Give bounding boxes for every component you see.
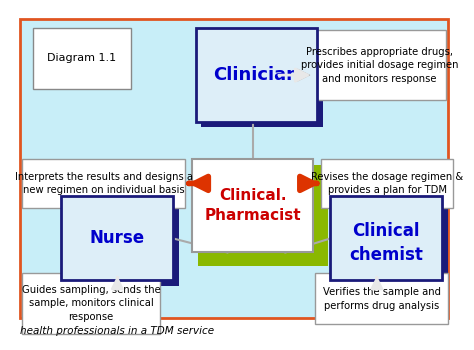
Text: health professionals in a TDM service: health professionals in a TDM service <box>20 326 214 336</box>
Text: Clinical.
Pharmacist: Clinical. Pharmacist <box>204 188 301 223</box>
Bar <box>22 159 185 208</box>
Bar <box>315 273 448 324</box>
Text: Diagram 1.1: Diagram 1.1 <box>47 53 117 63</box>
Bar <box>196 28 317 122</box>
Bar <box>330 196 442 280</box>
Bar <box>313 30 446 100</box>
Text: Verifies the sample and
performs drug analysis: Verifies the sample and performs drug an… <box>322 287 440 310</box>
Bar <box>192 159 313 252</box>
Bar <box>61 196 173 280</box>
Text: Nurse: Nurse <box>90 230 145 247</box>
Bar <box>33 28 131 89</box>
Text: Clinician: Clinician <box>213 66 300 84</box>
Bar <box>201 34 323 127</box>
Text: Revises the dosage regimen &
provides a plan for TDM: Revises the dosage regimen & provides a … <box>311 172 463 195</box>
Text: Clinical
chemist: Clinical chemist <box>349 222 423 264</box>
Text: Interprets the results and designs a
new regimen on individual basis: Interprets the results and designs a new… <box>15 172 193 195</box>
Bar <box>198 165 328 266</box>
Bar <box>67 202 179 286</box>
Text: Guides sampling, sends the
sample, monitors clinical
response: Guides sampling, sends the sample, monit… <box>22 285 161 322</box>
Bar <box>22 273 160 334</box>
Bar <box>321 159 454 208</box>
Text: Prescribes appropriate drugs,
provides initial dosage regimen
and monitors respo: Prescribes appropriate drugs, provides i… <box>301 47 458 84</box>
Bar <box>336 202 448 286</box>
